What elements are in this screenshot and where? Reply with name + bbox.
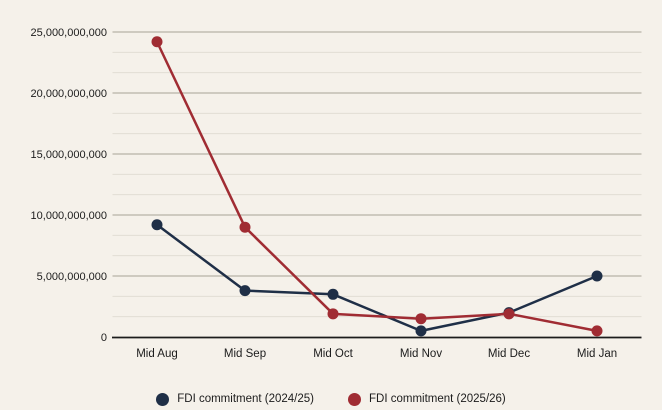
line-chart-plot-area: 0 5,000,000,000 10,000,000,000 15,000,000,0… bbox=[31, 27, 642, 360]
legend-label-2024-25: FDI commitment (2024/25) bbox=[177, 393, 314, 405]
legend-item-2024-25: FDI commitment (2024/25) bbox=[156, 392, 314, 406]
data-point bbox=[591, 270, 603, 282]
chart-legend: FDI commitment (2024/25) FDI commitment … bbox=[0, 388, 662, 410]
x-axis-tick-label: Mid Dec bbox=[488, 348, 530, 360]
x-axis-tick-label: Mid Aug bbox=[136, 348, 178, 360]
data-point bbox=[151, 219, 163, 231]
data-point bbox=[327, 288, 339, 300]
data-point bbox=[327, 308, 339, 320]
x-axis-tick-label: Mid Sep bbox=[224, 348, 266, 360]
data-point bbox=[591, 325, 603, 337]
data-point bbox=[415, 313, 427, 325]
y-axis-tick-label: 25,000,000,000 bbox=[31, 27, 107, 39]
x-axis-tick-label: Mid Oct bbox=[313, 348, 353, 360]
legend-label-2025-26: FDI commitment (2025/26) bbox=[369, 393, 506, 405]
data-point bbox=[151, 36, 163, 48]
data-point bbox=[239, 221, 251, 233]
y-axis-tick-label: 15,000,000,000 bbox=[31, 149, 107, 161]
series-line-1 bbox=[155, 40, 599, 333]
y-axis-tick-label: 20,000,000,000 bbox=[31, 88, 107, 100]
legend-item-2025-26: FDI commitment (2025/26) bbox=[348, 392, 506, 406]
y-axis-tick-label: 0 bbox=[101, 332, 107, 344]
series-line-0 bbox=[155, 223, 599, 333]
data-point bbox=[239, 285, 251, 297]
x-axis-tick-label: Mid Nov bbox=[400, 348, 442, 360]
x-axis-tick-label: Mid Jan bbox=[577, 348, 617, 360]
y-axis-tick-label: 10,000,000,000 bbox=[31, 210, 107, 222]
legend-marker-red-icon bbox=[348, 392, 361, 406]
data-point bbox=[503, 308, 515, 320]
legend-marker-navy-icon bbox=[156, 392, 170, 406]
data-point bbox=[415, 325, 427, 337]
y-axis-tick-label: 5,000,000,000 bbox=[37, 271, 107, 283]
